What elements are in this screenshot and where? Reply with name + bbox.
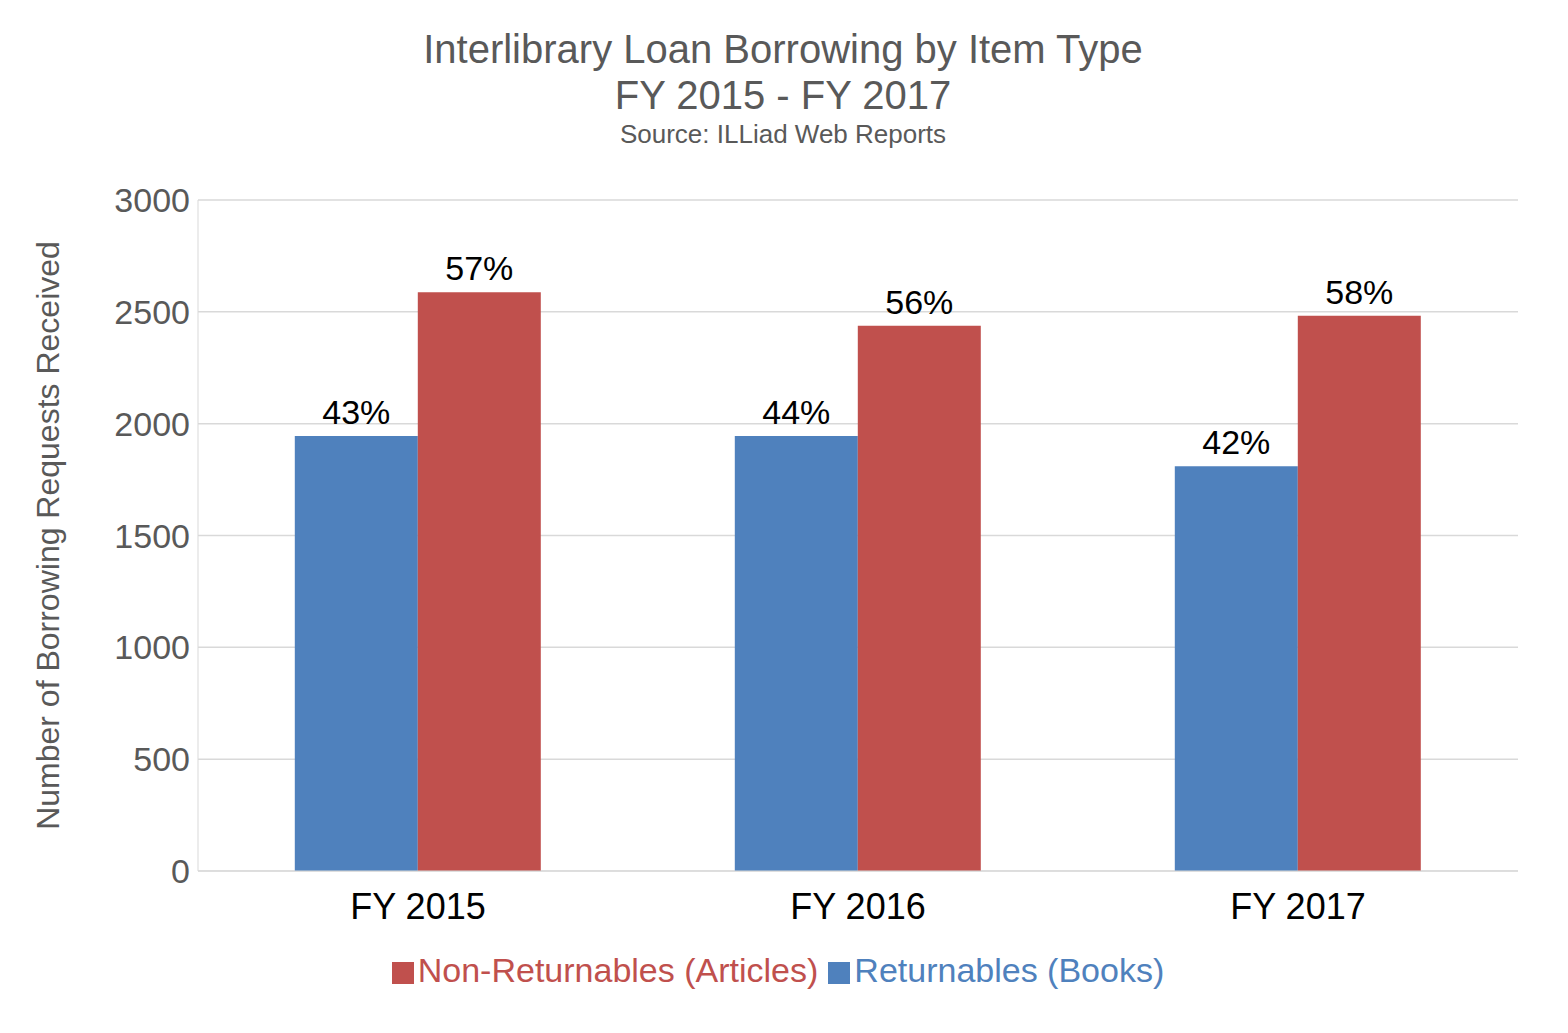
svg-text:2500: 2500 (114, 293, 190, 331)
html-text:Interlibrary Loan Borrowing by: Interlibrary Loan Borrowing by Item Type (423, 27, 1143, 71)
svg-text:1000: 1000 (114, 628, 190, 666)
svg-text:FY 2015: FY 2015 (350, 886, 485, 927)
html-text:Source: ILLiad Web Reports: Source: ILLiad Web Reports (619, 119, 947, 149)
svg-text:58%: 58% (1325, 273, 1393, 311)
svg-text:42%: 42% (1202, 423, 1270, 461)
svg-text:1500: 1500 (114, 517, 190, 555)
svg-text:Number of Borrowing Requests R: Number of Borrowing Requests Received (30, 241, 66, 830)
html-text:Non-Returnables (Articles): Non-Returnables (Articles) (417, 951, 819, 989)
svg-text:2000: 2000 (114, 405, 190, 443)
svg-text:44%: 44% (762, 393, 830, 431)
svg-text:3000: 3000 (114, 181, 190, 219)
html-text:FY 2015 - FY 2017: FY 2015 - FY 2017 (614, 73, 952, 117)
svg-text:0: 0 (171, 852, 190, 890)
svg-text:FY 2016: FY 2016 (790, 886, 925, 927)
svg-text:56%: 56% (885, 283, 953, 321)
svg-text:FY 2017: FY 2017 (1230, 886, 1365, 927)
svg-text:57%: 57% (445, 249, 513, 287)
html-text:Returnables (Books): Returnables (Books) (854, 951, 1165, 989)
svg-text:43%: 43% (322, 393, 390, 431)
svg-text:500: 500 (133, 740, 190, 778)
